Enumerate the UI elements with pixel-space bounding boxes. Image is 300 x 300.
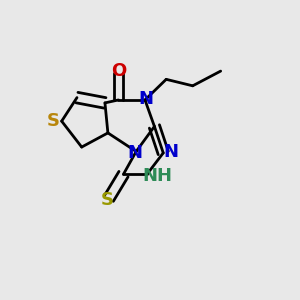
Text: O: O xyxy=(111,62,126,80)
Text: NH: NH xyxy=(143,167,173,185)
Text: S: S xyxy=(100,191,113,209)
Text: N: N xyxy=(164,143,179,161)
Text: N: N xyxy=(127,144,142,162)
Text: S: S xyxy=(46,112,59,130)
Text: N: N xyxy=(139,90,154,108)
